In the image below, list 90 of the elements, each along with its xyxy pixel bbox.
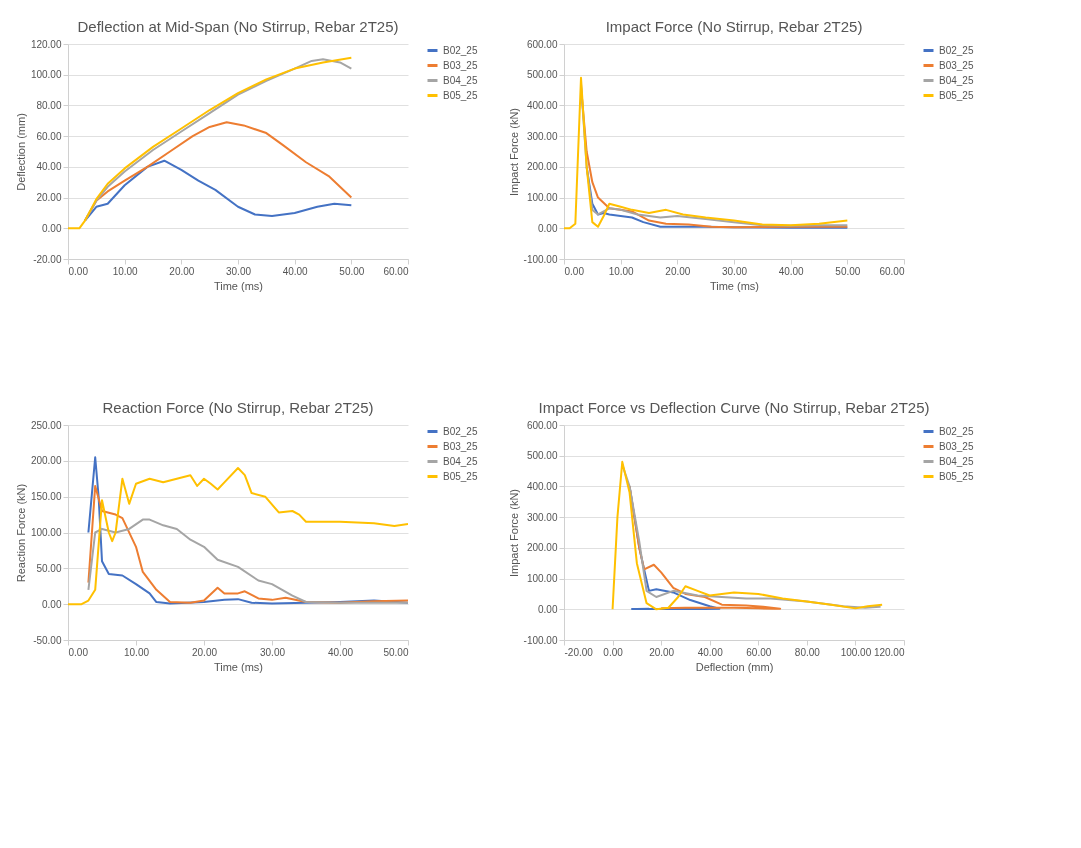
y-tick-label: 400.00 (526, 480, 558, 492)
x-tick-label: 30.00 (225, 265, 252, 277)
x-axis-title: Time (ms) (213, 660, 264, 673)
chart-title: Deflection at Mid-Span (No Stirrup, Rebar 2T25) (77, 18, 399, 35)
legend-label: B03_25 (443, 59, 478, 71)
x-tick-label: 0.00 (68, 646, 89, 658)
y-axis-title: Impact Force (kN) (507, 107, 520, 197)
x-axis-title: Deflection (mm) (695, 660, 774, 673)
legend-label: B02_25 (443, 425, 478, 437)
legend-label: B05_25 (443, 89, 478, 101)
y-tick-label: -100.00 (523, 634, 558, 646)
x-tick-label: 10.00 (608, 265, 635, 277)
chart-title: Impact Force (No Stirrup, Rebar 2T25) (605, 18, 863, 35)
legend-label: B03_25 (939, 59, 974, 71)
x-tick-label: 40.00 (778, 265, 805, 277)
y-tick-label: 60.00 (36, 130, 62, 142)
x-tick-label: 20.00 (649, 646, 675, 658)
x-tick-label: 10.00 (112, 265, 139, 277)
y-tick-label: 0.00 (538, 603, 558, 615)
y-tick-label: 0.00 (42, 598, 62, 610)
y-axis-title: Reaction Force (kN) (14, 483, 27, 583)
y-tick-label: 300.00 (526, 130, 558, 142)
x-tick-label: 40.00 (697, 646, 724, 658)
x-tick-label: 60.00 (879, 265, 905, 277)
legend-label: B05_25 (939, 89, 974, 101)
x-tick-label: 20.00 (169, 265, 195, 277)
y-tick-label: 40.00 (36, 161, 62, 173)
y-tick-label: 200.00 (30, 455, 62, 467)
legend-label: B04_25 (443, 455, 478, 467)
x-tick-label: 20.00 (665, 265, 691, 277)
x-tick-label: 50.00 (383, 646, 409, 658)
x-axis-title: Time (ms) (213, 279, 264, 292)
line-series (87, 518, 408, 604)
y-tick-label: 0.00 (538, 222, 558, 234)
x-tick-label: 30.00 (259, 646, 286, 658)
x-tick-label: -20.00 (564, 646, 594, 658)
y-tick-label: 500.00 (526, 69, 558, 81)
y-tick-label: 600.00 (526, 38, 558, 50)
legend-label: B04_25 (939, 455, 974, 467)
y-axis-title: Impact Force (kN) (507, 488, 520, 578)
x-tick-label: 60.00 (746, 646, 772, 658)
y-tick-label: 80.00 (36, 99, 62, 111)
x-tick-label: 50.00 (835, 265, 861, 277)
y-tick-label: 500.00 (526, 450, 558, 462)
x-tick-label: 50.00 (339, 265, 365, 277)
legend-label: B03_25 (443, 440, 478, 452)
x-axis-title: Time (ms) (709, 279, 760, 292)
line-series (87, 484, 408, 604)
legend-label: B04_25 (939, 74, 974, 86)
legend-label: B05_25 (443, 470, 478, 482)
x-tick-label: 40.00 (327, 646, 354, 658)
legend-label: B02_25 (443, 44, 478, 56)
y-tick-label: -100.00 (523, 253, 558, 265)
x-tick-label: 0.00 (68, 265, 89, 277)
y-tick-label: 250.00 (30, 419, 62, 431)
y-tick-label: 600.00 (526, 419, 558, 431)
y-tick-label: 50.00 (36, 562, 62, 574)
x-tick-label: 40.00 (282, 265, 309, 277)
chart-title: Reaction Force (No Stirrup, Rebar 2T25) (102, 399, 374, 416)
x-tick-label: 120.00 (873, 646, 905, 658)
legend-label: B02_25 (939, 425, 974, 437)
y-tick-label: 200.00 (526, 161, 558, 173)
x-tick-label: 20.00 (191, 646, 218, 658)
legend-label: B04_25 (443, 74, 478, 86)
y-tick-label: 100.00 (30, 69, 62, 81)
y-tick-label: 0.00 (42, 222, 62, 234)
y-tick-label: 100.00 (526, 573, 558, 585)
y-tick-label: 300.00 (526, 511, 558, 523)
x-tick-label: 80.00 (794, 646, 821, 658)
chart-title: Impact Force vs Deflection Curve (No Stirrup, Rebar 2T25) (538, 399, 930, 416)
x-tick-label: 10.00 (123, 646, 150, 658)
y-tick-label: 20.00 (36, 192, 62, 204)
line-series (84, 159, 353, 222)
x-tick-label: 60.00 (383, 265, 409, 277)
y-tick-label: -50.00 (33, 634, 62, 646)
x-tick-label: 100.00 (840, 646, 872, 658)
y-tick-label: 200.00 (526, 542, 558, 554)
legend-label: B05_25 (939, 470, 974, 482)
y-tick-label: 120.00 (30, 38, 62, 50)
y-tick-label: 400.00 (526, 99, 558, 111)
legend-label: B02_25 (939, 44, 974, 56)
legend-label: B03_25 (939, 440, 974, 452)
x-tick-label: 0.00 (564, 265, 585, 277)
y-tick-label: 100.00 (30, 527, 62, 538)
y-tick-label: 100.00 (526, 192, 558, 204)
x-tick-label: 0.00 (603, 646, 624, 658)
y-axis-title: Deflection (mm) (14, 113, 27, 191)
y-tick-label: 150.00 (30, 491, 62, 503)
y-tick-label: -20.00 (33, 253, 62, 265)
x-tick-label: 30.00 (721, 265, 748, 277)
